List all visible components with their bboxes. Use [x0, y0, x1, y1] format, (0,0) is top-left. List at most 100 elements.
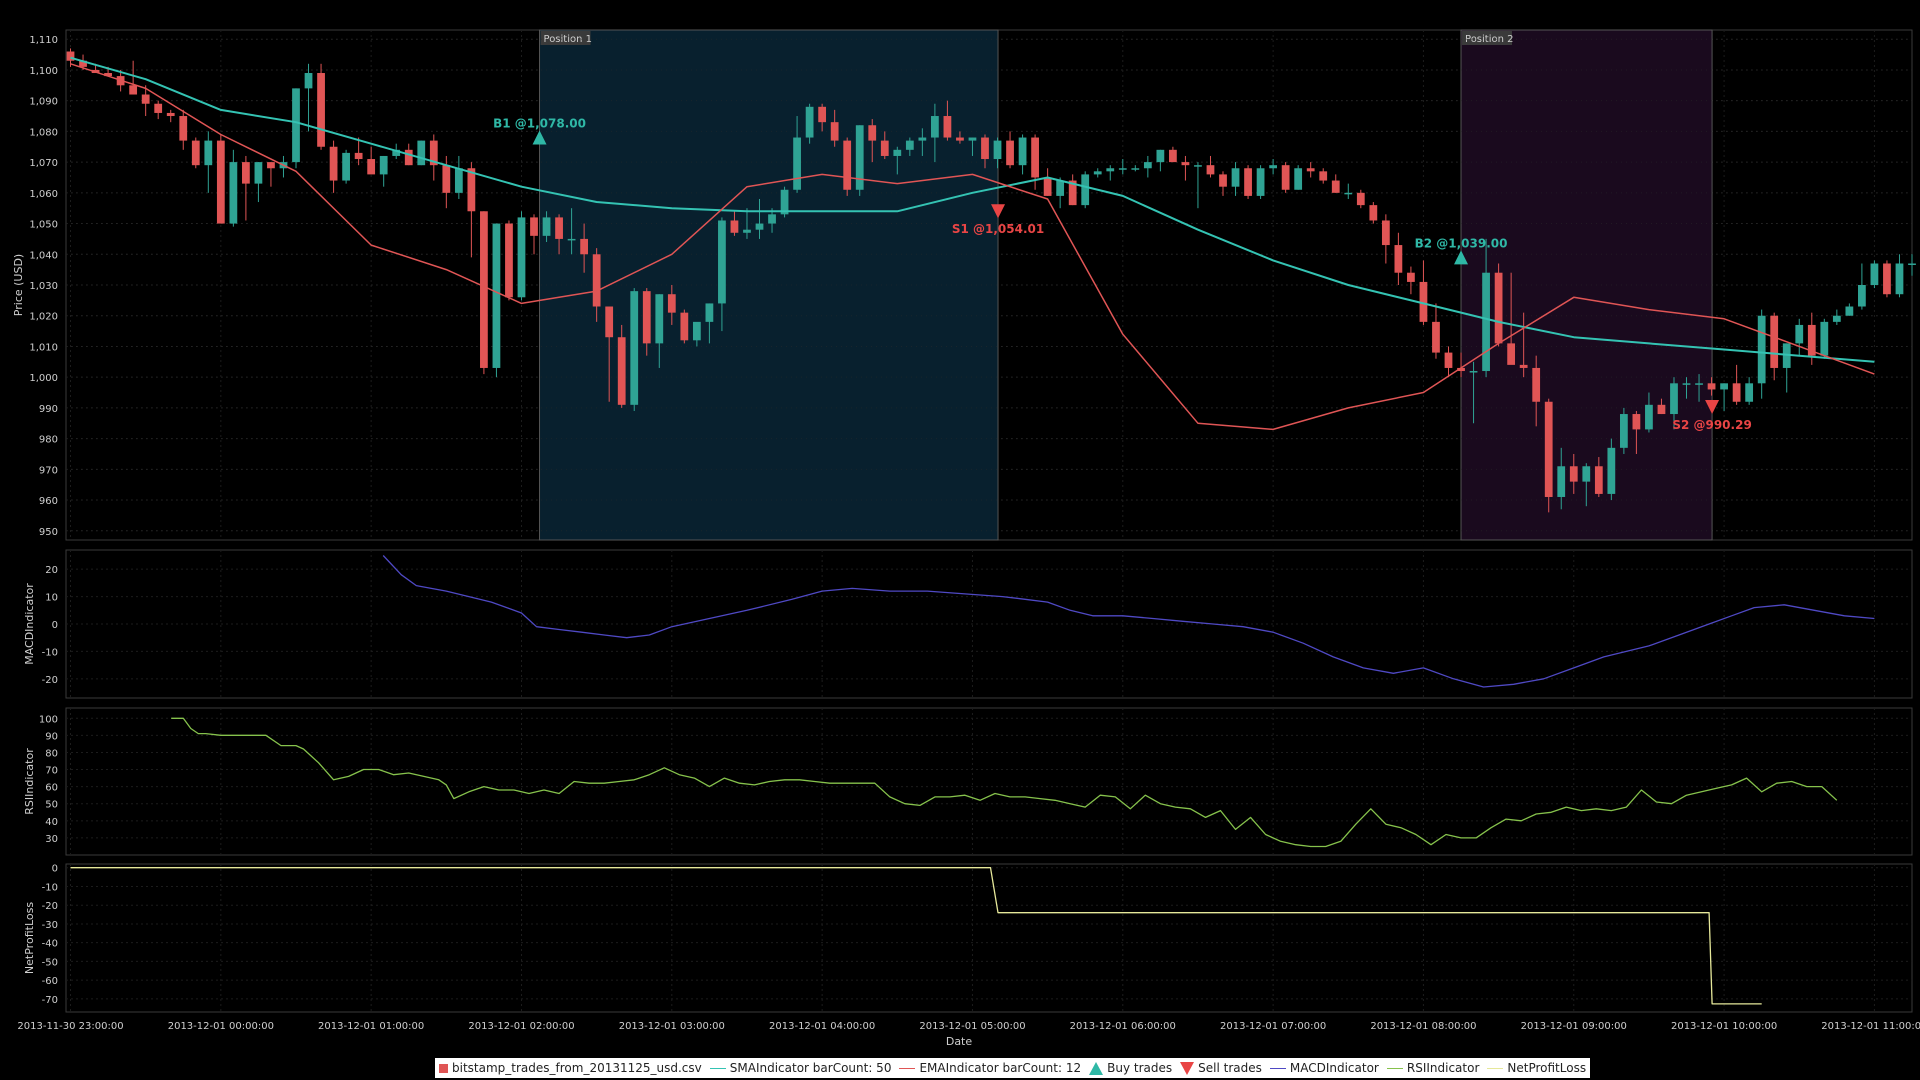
macd-ytick-label: 10: [45, 593, 58, 604]
candle-body: [667, 294, 676, 313]
rsi-ytick-label: 30: [45, 834, 58, 845]
candle-body: [655, 294, 664, 344]
candle: [1695, 374, 1703, 402]
candle-body: [1507, 343, 1516, 365]
candle-body: [855, 125, 864, 190]
candle-body: [1432, 321, 1440, 353]
candle-body: [893, 149, 902, 156]
candle-body: [505, 223, 513, 298]
candle-body: [229, 162, 238, 224]
candle-body: [880, 140, 889, 156]
chart-legend: bitstamp_trades_from_20131125_usd.csv SMA…: [435, 1058, 1591, 1078]
rsi-ytick-label: 60: [45, 783, 58, 794]
candle-body: [705, 303, 714, 322]
candle-body: [104, 73, 112, 77]
candle: [354, 137, 363, 166]
candle-body: [1870, 263, 1879, 285]
ema-line: [70, 63, 1875, 431]
price-axis-label: Price (USD): [12, 254, 25, 316]
candle: [705, 303, 714, 344]
price-ytick-label: 1,040: [29, 250, 58, 261]
candle-body: [392, 149, 401, 156]
candle: [1682, 377, 1691, 399]
candle: [1407, 266, 1415, 295]
candle: [1870, 260, 1879, 289]
candle: [918, 128, 927, 156]
candle: [730, 211, 739, 236]
candle: [1219, 171, 1227, 196]
candle: [1444, 346, 1453, 378]
candle-body: [1820, 321, 1829, 356]
candle-body: [1594, 466, 1603, 494]
candle: [429, 134, 438, 181]
npl-ytick-label: -20: [42, 901, 58, 912]
candle-body: [1682, 383, 1691, 385]
candle: [1707, 377, 1716, 396]
price-ytick-label: 1,070: [29, 158, 58, 169]
candle: [968, 137, 977, 156]
candle: [743, 208, 751, 239]
candle-body: [1369, 205, 1378, 221]
trade-label-s2: S2 @990.29: [1672, 418, 1751, 432]
xtick-label: 2013-11-30 23:00:00: [17, 1021, 123, 1032]
candle: [1294, 165, 1303, 190]
price-ytick-label: 960: [39, 496, 58, 507]
candle: [154, 100, 163, 120]
sell-triangle-icon: [1180, 1061, 1195, 1075]
candle-body: [317, 73, 325, 147]
candle: [692, 321, 701, 347]
candle-body: [1845, 306, 1854, 316]
candle: [1820, 318, 1829, 359]
npl-ytick-label: -40: [42, 939, 58, 950]
price-ytick-label: 1,010: [29, 342, 58, 353]
candle: [1845, 303, 1854, 316]
candle: [454, 155, 463, 199]
price-ytick-label: 1,000: [29, 373, 58, 384]
candle: [843, 137, 852, 196]
npl-ytick-label: -10: [42, 882, 58, 893]
candle-body: [1607, 447, 1616, 494]
candle: [1269, 159, 1277, 175]
legend-item: bitstamp_trades_from_20131125_usd.csv: [439, 1061, 702, 1075]
candle-body: [154, 103, 163, 113]
price-ytick-label: 980: [39, 435, 58, 446]
candle: [1757, 309, 1766, 399]
candle: [1331, 174, 1340, 193]
candle: [655, 294, 664, 368]
candle: [793, 116, 801, 193]
candle: [956, 131, 964, 144]
candle-body: [630, 291, 639, 405]
candle-body: [592, 254, 601, 307]
candle-body: [968, 137, 977, 141]
candle: [1670, 377, 1678, 430]
legend-item: SMAIndicator barCount: 50: [709, 1061, 891, 1075]
candle: [605, 306, 614, 402]
candle-body: [680, 312, 689, 341]
candle: [680, 309, 689, 344]
candle-body: [567, 238, 576, 241]
candle-body: [442, 165, 451, 193]
price-ytick-label: 1,080: [29, 127, 58, 138]
candle: [1607, 438, 1616, 501]
candle-body: [1169, 149, 1177, 163]
candle-body: [905, 140, 914, 150]
candle: [818, 103, 827, 132]
candle-body: [1206, 165, 1215, 175]
legend-item: Sell trades: [1180, 1061, 1262, 1075]
candle: [342, 149, 350, 184]
candle-body: [191, 140, 200, 166]
candle-body: [1770, 315, 1779, 368]
candle-body: [868, 125, 877, 141]
candle: [1344, 183, 1353, 199]
candle: [905, 137, 914, 156]
position-2-label-bg: [1462, 31, 1513, 45]
rsi-ytick-label: 70: [45, 766, 58, 777]
candle-body: [1757, 315, 1766, 384]
candle-body: [1068, 180, 1077, 206]
candle: [1732, 364, 1741, 405]
candle-body: [129, 85, 138, 95]
candle: [505, 220, 513, 301]
buy-triangle-icon: [1089, 1061, 1104, 1075]
candle-body: [542, 217, 551, 236]
trade-label-s1: S1 @1,054.01: [952, 222, 1044, 236]
